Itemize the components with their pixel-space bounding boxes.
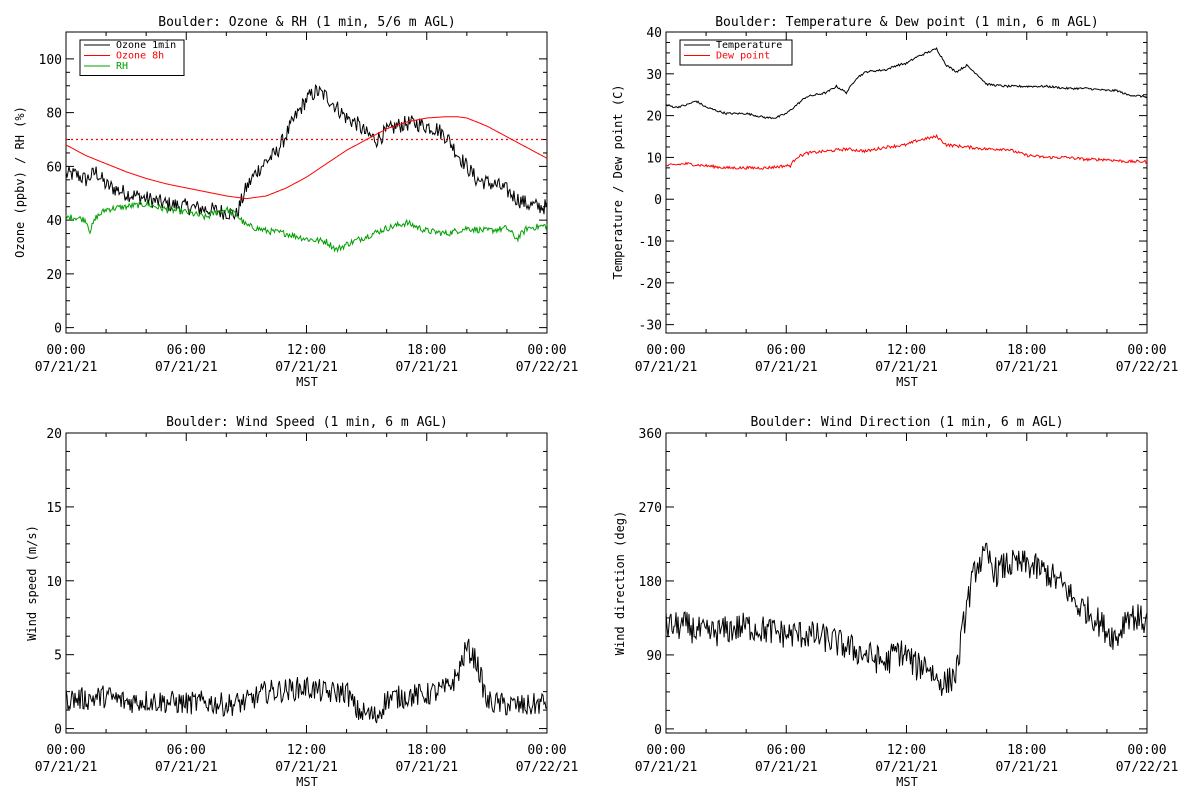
legend-label: Ozone 8h	[116, 51, 164, 62]
chart-title: Boulder: Wind Speed (1 min, 6 m AGL)	[166, 415, 448, 430]
wind-speed-panel: Boulder: Wind Speed (1 min, 6 m AGL) Win…	[25, 415, 578, 789]
chart-title: Boulder: Temperature & Dew point (1 min,…	[715, 15, 1099, 30]
x-tick-time: 00:00	[527, 343, 566, 358]
legend-label: Ozone 1min	[116, 40, 176, 51]
y-axis-label: Ozone (ppbv) / RH (%)	[13, 106, 27, 258]
y-axis-label: Wind direction (deg)	[613, 511, 627, 656]
legend-box	[79, 39, 185, 76]
plot-frame	[665, 31, 1148, 334]
x-tick-time: 12:00	[287, 343, 326, 358]
x-axis-label: MST	[896, 775, 918, 789]
y-tick-label: -30	[639, 319, 662, 334]
y-tick-label: 60	[46, 160, 62, 175]
plot-frame	[665, 432, 1148, 734]
legend-label: RH	[116, 61, 128, 72]
y-tick-label: 0	[654, 193, 662, 208]
legend-box	[679, 39, 793, 66]
ozone-rh-panel: Boulder: Ozone & RH (1 min, 5/6 m AGL) O…	[13, 15, 578, 389]
y-tick-label: 0	[54, 322, 62, 337]
y-tick-label: 30	[646, 68, 662, 83]
x-tick-time: 00:00	[1127, 343, 1166, 358]
x-tick-date: 07/22/21	[516, 360, 579, 375]
series-line-ozone-1min	[65, 84, 548, 221]
x-tick-time: 00:00	[46, 743, 85, 758]
y-tick-label: 90	[646, 649, 662, 664]
y-tick-label: 0	[654, 723, 662, 738]
series-line-ozone-8h	[65, 116, 548, 200]
x-tick-date: 07/21/21	[275, 360, 338, 375]
x-axis-label: MST	[896, 375, 918, 389]
y-tick-label: 5	[54, 649, 62, 664]
y-tick-label: 80	[46, 107, 62, 122]
series-line-rh	[65, 199, 548, 254]
temperature-dewpoint-panel: Boulder: Temperature & Dew point (1 min,…	[611, 15, 1178, 389]
series-line-dew-point	[665, 133, 1148, 170]
y-tick-label: 10	[46, 575, 62, 590]
series-line-temperature	[665, 47, 1148, 120]
x-tick-time: 18:00	[407, 343, 446, 358]
y-axis-label: Temperature / Dew point (C)	[611, 84, 625, 279]
series-line-0	[665, 542, 1148, 696]
x-tick-date: 07/21/21	[875, 760, 938, 775]
chart-title: Boulder: Wind Direction (1 min, 6 m AGL)	[750, 415, 1063, 430]
y-tick-label: 100	[39, 53, 62, 68]
x-tick-time: 00:00	[646, 343, 685, 358]
y-tick-label: 10	[646, 151, 662, 166]
x-tick-date: 07/21/21	[395, 360, 458, 375]
y-tick-label: 180	[639, 575, 662, 590]
plot-frame	[65, 432, 548, 734]
x-tick-date: 07/22/21	[516, 760, 579, 775]
y-tick-label: 40	[46, 214, 62, 229]
x-tick-date: 07/21/21	[755, 360, 818, 375]
wind-direction-panel: Boulder: Wind Direction (1 min, 6 m AGL)…	[613, 415, 1178, 789]
y-tick-label: 15	[46, 501, 62, 516]
x-axis-label: MST	[296, 775, 318, 789]
chart-title: Boulder: Ozone & RH (1 min, 5/6 m AGL)	[158, 15, 455, 30]
y-tick-label: 20	[646, 110, 662, 125]
x-tick-date: 07/21/21	[875, 360, 938, 375]
x-tick-date: 07/21/21	[635, 360, 698, 375]
x-tick-date: 07/21/21	[155, 760, 218, 775]
x-tick-time: 06:00	[167, 343, 206, 358]
x-tick-date: 07/21/21	[755, 760, 818, 775]
x-tick-time: 06:00	[167, 743, 206, 758]
x-tick-time: 18:00	[407, 743, 446, 758]
x-tick-time: 00:00	[646, 743, 685, 758]
x-tick-date: 07/21/21	[35, 360, 98, 375]
x-tick-date: 07/21/21	[395, 760, 458, 775]
x-tick-time: 12:00	[887, 743, 926, 758]
x-tick-time: 18:00	[1007, 743, 1046, 758]
y-tick-label: 360	[639, 427, 662, 442]
x-tick-time: 00:00	[527, 743, 566, 758]
x-tick-date: 07/22/21	[1116, 760, 1179, 775]
legend-label: Temperature	[716, 40, 782, 51]
x-tick-date: 07/21/21	[275, 760, 338, 775]
x-tick-time: 18:00	[1007, 343, 1046, 358]
legend-label: Dew point	[716, 51, 770, 62]
x-tick-date: 07/21/21	[635, 760, 698, 775]
x-tick-date: 07/21/21	[995, 360, 1058, 375]
x-tick-date: 07/21/21	[155, 360, 218, 375]
x-tick-time: 12:00	[287, 743, 326, 758]
y-tick-label: 20	[46, 268, 62, 283]
y-tick-label: 40	[646, 26, 662, 41]
y-tick-label: -20	[639, 277, 662, 292]
x-tick-time: 00:00	[1127, 743, 1166, 758]
y-tick-label: 270	[639, 501, 662, 516]
y-tick-label: -10	[639, 235, 662, 250]
x-tick-time: 00:00	[46, 343, 85, 358]
x-tick-date: 07/22/21	[1116, 360, 1179, 375]
y-axis-label: Wind speed (m/s)	[25, 525, 39, 641]
y-tick-label: 0	[54, 723, 62, 738]
x-tick-time: 06:00	[767, 343, 806, 358]
series-line-0	[65, 638, 548, 724]
x-axis-label: MST	[296, 375, 318, 389]
x-tick-date: 07/21/21	[35, 760, 98, 775]
x-tick-date: 07/21/21	[995, 760, 1058, 775]
x-tick-time: 06:00	[767, 743, 806, 758]
y-tick-label: 20	[46, 427, 62, 442]
x-tick-time: 12:00	[887, 343, 926, 358]
